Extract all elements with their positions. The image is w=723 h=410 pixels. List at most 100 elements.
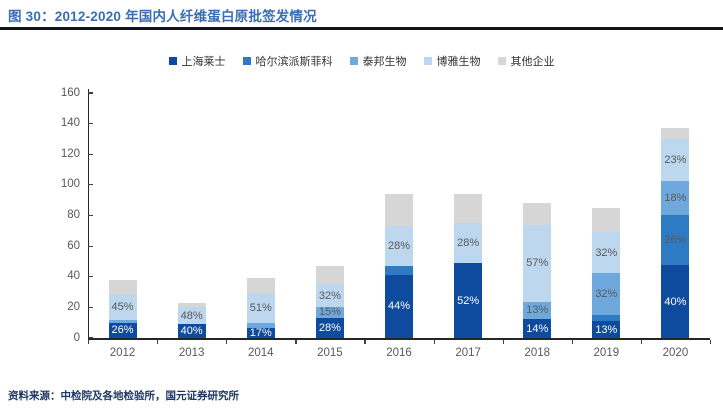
bar-segment-上海莱士: 52% — [454, 263, 483, 338]
segment-percent-label: 32% — [318, 289, 341, 302]
bar-segment-其他企业 — [315, 266, 344, 285]
y-axis-tick — [88, 123, 93, 125]
x-axis-category-label: 2019 — [593, 347, 620, 359]
bar-segment-博雅生物: 32% — [592, 231, 621, 274]
segment-percent-label: 28% — [457, 236, 480, 249]
legend-label: 哈尔滨派斯菲科 — [255, 56, 333, 68]
bar-segment-上海莱士: 28% — [315, 317, 344, 338]
x-axis-tick — [157, 339, 159, 344]
x-axis-line — [88, 338, 710, 340]
bar-segment-博雅生物: 51% — [246, 292, 275, 324]
legend-swatch-icon — [349, 57, 358, 65]
x-axis-tick — [295, 339, 297, 344]
figure-title: 图 30：2012-2020 年国内人纤维蛋白原批签发情况 — [8, 9, 317, 24]
segment-percent-label: 45% — [111, 301, 134, 314]
segment-percent-label: 26% — [664, 234, 687, 246]
stacked-bar-2018: 14% 13% 57% — [523, 203, 552, 338]
x-axis-category-label: 2013 — [178, 347, 205, 359]
bar-segment-其他企业 — [523, 203, 552, 225]
bar-segment-博雅生物: 28% — [385, 225, 413, 267]
stacked-bar-2017: 52% 28% — [454, 194, 483, 338]
bar-segment-上海莱士: 40% — [177, 323, 206, 338]
y-axis-line — [88, 89, 90, 338]
bar-segment-上海莱士: 26% — [108, 322, 137, 338]
x-axis-tick — [571, 339, 573, 344]
segment-percent-label: 52% — [457, 294, 480, 307]
bar-segment-其他企业 — [108, 279, 137, 295]
bar-segment-其他企业 — [454, 194, 483, 223]
x-axis-tick — [226, 339, 228, 344]
bar-segment-泰邦生物: 13% — [523, 301, 552, 320]
y-axis-tick-label: 40 — [67, 270, 80, 283]
x-axis-tick — [640, 339, 643, 344]
bar-segment-哈尔滨派斯菲科: 26% — [661, 214, 690, 266]
bar-segment-泰邦生物 — [246, 323, 275, 328]
segment-percent-label: 15% — [318, 306, 341, 319]
x-axis-tick — [364, 339, 366, 344]
legend-label: 上海莱士 — [181, 56, 226, 68]
bar-segment-哈尔滨派斯菲科 — [592, 315, 621, 322]
bar-segment-博雅生物: 45% — [108, 294, 137, 321]
y-axis-tick-label: 60 — [67, 239, 80, 252]
segment-percent-label: 32% — [595, 246, 618, 259]
bar-segment-博雅生物: 32% — [315, 284, 344, 308]
stacked-bar-2019: 13% 32% 32% — [592, 207, 621, 338]
source-note: 资料来源：中检院及各地检验所，国元证券研究所 — [8, 390, 239, 402]
segment-percent-label: 51% — [249, 301, 272, 314]
segment-percent-label: 44% — [387, 300, 411, 313]
title-divider — [0, 27, 723, 30]
x-axis-category-label: 2017 — [455, 347, 481, 359]
bar-segment-上海莱士: 14% — [523, 319, 552, 338]
legend-swatch-icon — [242, 57, 251, 65]
bar-segment-博雅生物: 28% — [454, 222, 483, 264]
bar-segment-上海莱士: 17% — [246, 327, 275, 339]
y-axis-tick — [88, 245, 93, 247]
bar-segment-其他企业 — [661, 128, 690, 140]
bar-segment-其他企业 — [246, 278, 275, 293]
bar-segment-泰邦生物: 15% — [315, 306, 344, 319]
stacked-bar-2015: 28% 15% 32% — [315, 266, 344, 338]
legend-item: 其他企业 — [497, 53, 555, 69]
legend-item: 博雅生物 — [423, 53, 481, 69]
x-axis-category-label: 2018 — [524, 347, 551, 359]
x-axis-category-label: 2016 — [386, 347, 412, 359]
x-axis-category-label: 2015 — [317, 347, 343, 359]
legend-swatch-icon — [497, 57, 506, 65]
legend-label: 博雅生物 — [436, 56, 481, 68]
y-axis-tick-label: 0 — [73, 331, 80, 344]
y-axis-tick-label: 140 — [60, 117, 80, 130]
y-axis-tick — [88, 214, 93, 217]
stacked-bar-2014: 17% 51% — [246, 278, 275, 339]
bar-segment-上海莱士: 40% — [661, 265, 690, 338]
y-axis-tick — [88, 306, 93, 308]
segment-percent-label: 28% — [387, 239, 411, 252]
stacked-bar-2013: 40% 48% — [177, 302, 206, 338]
x-axis-tick — [88, 339, 90, 344]
y-axis-tick — [88, 184, 93, 186]
legend-label: 其他企业 — [510, 56, 555, 68]
bar-segment-上海莱士: 44% — [385, 274, 413, 338]
y-axis-tick-label: 160 — [60, 86, 80, 99]
y-axis-tick-label: 120 — [60, 147, 80, 160]
segment-percent-label: 23% — [664, 153, 687, 166]
segment-percent-label: 13% — [595, 323, 618, 336]
bar-segment-泰邦生物: 32% — [592, 273, 621, 316]
x-axis-category-label: 2012 — [109, 347, 136, 359]
legend-label: 泰邦生物 — [362, 56, 407, 68]
bar-segment-其他企业 — [385, 194, 413, 226]
segment-percent-label: 28% — [318, 321, 341, 334]
x-axis-tick — [502, 339, 504, 344]
x-axis-category-label: 2020 — [662, 347, 689, 359]
chart-legend: 上海莱士 哈尔滨派斯菲科 泰邦生物 博雅生物 其他企业 — [0, 53, 723, 69]
segment-percent-label: 40% — [180, 324, 203, 337]
y-axis-tick — [88, 276, 93, 278]
bar-segment-其他企业 — [592, 207, 621, 232]
y-axis-tick — [88, 337, 93, 339]
segment-percent-label: 18% — [664, 191, 687, 204]
bar-segment-泰邦生物 — [108, 320, 137, 323]
bar-segment-博雅生物: 57% — [523, 224, 552, 302]
bar-segment-上海莱士: 13% — [592, 321, 621, 338]
bar-segment-博雅生物: 23% — [661, 139, 690, 181]
y-axis-tick-label: 20 — [67, 300, 80, 313]
